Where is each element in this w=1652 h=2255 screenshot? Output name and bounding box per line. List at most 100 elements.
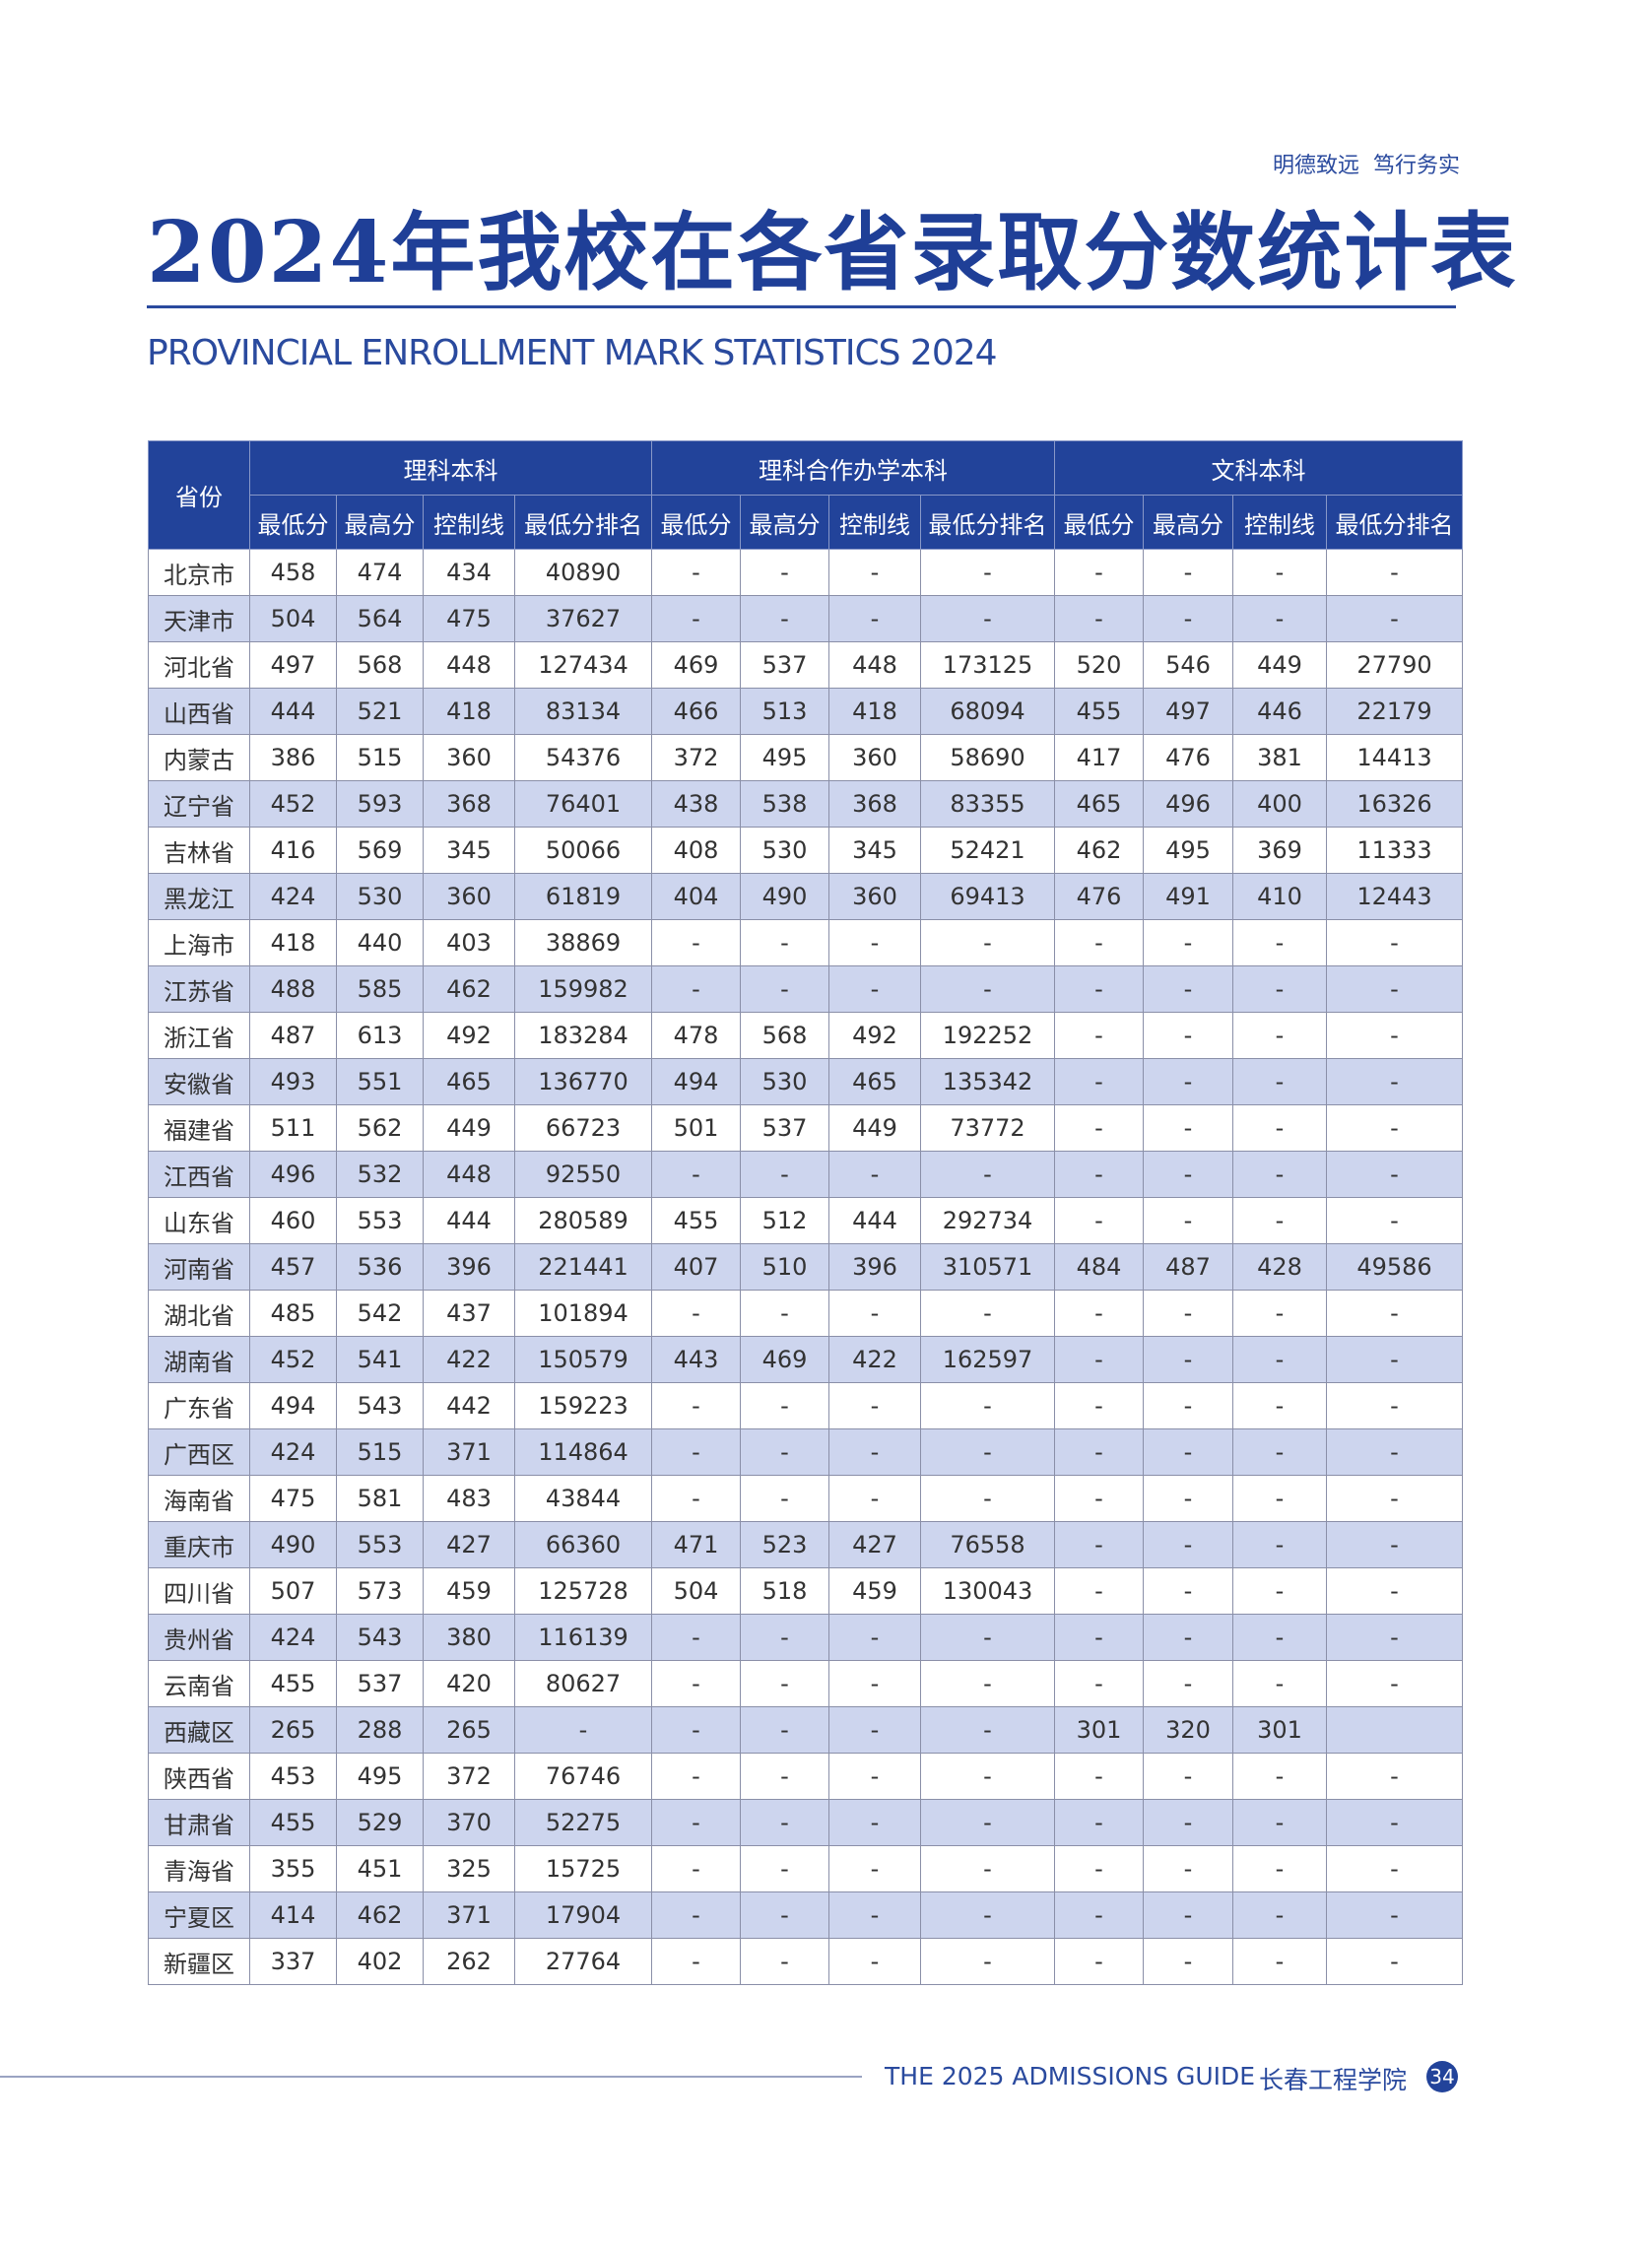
score-cell: 17904 [514, 1891, 652, 1939]
score-cell: - [1054, 919, 1144, 966]
title: 2024年我校在各省录取分数统计表 [147, 203, 1518, 302]
province-cell: 上海市 [148, 919, 250, 966]
score-cell: 465 [828, 1058, 921, 1105]
score-cell [1326, 1706, 1463, 1754]
province-cell: 贵州省 [148, 1614, 250, 1661]
score-cell: 530 [336, 873, 424, 920]
score-cell: - [1232, 1428, 1327, 1476]
score-cell: 490 [740, 873, 829, 920]
footer-line [0, 2076, 862, 2078]
score-cell: - [828, 1290, 921, 1337]
subtitle: PROVINCIAL ENROLLMENT MARK STATISTICS 20… [147, 333, 998, 373]
score-cell: 495 [740, 734, 829, 781]
score-cell: - [828, 1660, 921, 1707]
score-cell: 543 [336, 1614, 424, 1661]
score-cell: - [1143, 1567, 1233, 1615]
score-cell: - [1143, 1753, 1233, 1800]
score-cell: - [1143, 1382, 1233, 1429]
score-cell: 27790 [1326, 641, 1463, 689]
table-row: 广东省 494 543 442 159223- - - - - - - - [148, 1382, 1463, 1429]
score-cell: 15725 [514, 1845, 652, 1892]
table-row: 陕西省 453 495 372 76746- - - - - - - - [148, 1753, 1463, 1800]
score-cell: 492 [423, 1012, 515, 1059]
score-cell: 501 [651, 1104, 741, 1152]
score-cell: - [1143, 1614, 1233, 1661]
score-cell: - [740, 1753, 829, 1800]
score-cell: - [1232, 1799, 1327, 1846]
score-cell: 488 [249, 965, 337, 1013]
score-cell: - [740, 1706, 829, 1754]
score-cell: 14413 [1326, 734, 1463, 781]
table-row: 上海市 418 440 403 38869- - - - - - - - [148, 919, 1463, 966]
score-cell: 537 [336, 1660, 424, 1707]
score-cell: 443 [651, 1336, 741, 1383]
score-cell: 434 [423, 549, 515, 596]
score-cell: - [1232, 1845, 1327, 1892]
score-cell: - [1326, 1845, 1463, 1892]
province-cell: 辽宁省 [148, 780, 250, 828]
score-cell: 476 [1054, 873, 1144, 920]
score-cell: 325 [423, 1845, 515, 1892]
score-cell: 159982 [514, 965, 652, 1013]
score-cell: 504 [651, 1567, 741, 1615]
score-cell: 562 [336, 1104, 424, 1152]
score-cell: 372 [651, 734, 741, 781]
score-cell: 530 [740, 827, 829, 874]
province-cell: 山东省 [148, 1197, 250, 1244]
score-cell: 360 [828, 734, 921, 781]
score-cell: 408 [651, 827, 741, 874]
score-cell: - [828, 965, 921, 1013]
score-cell: 66360 [514, 1521, 652, 1568]
score-cell: - [828, 1614, 921, 1661]
score-cell: 507 [249, 1567, 337, 1615]
score-cell: - [1326, 1151, 1463, 1198]
score-cell: 573 [336, 1567, 424, 1615]
score-cell: 27764 [514, 1938, 652, 1985]
score-cell: - [1232, 1012, 1327, 1059]
score-cell: - [920, 1428, 1055, 1476]
column-header: 最高分 [336, 495, 424, 550]
score-cell: 485 [249, 1290, 337, 1337]
column-header: 最低分 [1054, 495, 1144, 550]
score-cell: 22179 [1326, 688, 1463, 735]
score-cell: - [1054, 1058, 1144, 1105]
score-cell: - [740, 595, 829, 642]
score-cell: 460 [249, 1197, 337, 1244]
score-cell: 497 [249, 641, 337, 689]
score-cell: 83134 [514, 688, 652, 735]
score-cell: 49586 [1326, 1243, 1463, 1291]
group-header: 省份 [148, 440, 250, 550]
score-cell: 551 [336, 1058, 424, 1105]
group-header: 理科本科 [249, 440, 652, 496]
score-cell: - [1054, 1290, 1144, 1337]
score-cell: - [1143, 1428, 1233, 1476]
score-cell: - [1143, 1012, 1233, 1059]
score-cell: - [1326, 1567, 1463, 1615]
score-cell: 581 [336, 1475, 424, 1522]
table-row: 广西区 424 515 371 114864- - - - - - - - [148, 1428, 1463, 1476]
score-cell: 422 [423, 1336, 515, 1383]
score-cell: 455 [651, 1197, 741, 1244]
score-cell: 66723 [514, 1104, 652, 1152]
score-cell: 76401 [514, 780, 652, 828]
score-cell: 396 [828, 1243, 921, 1291]
table-row: 福建省 511 562 449 66723 501 537 449 73772- - - - [148, 1104, 1463, 1152]
province-cell: 安徽省 [148, 1058, 250, 1105]
column-header: 控制线 [423, 495, 515, 550]
score-cell: 368 [423, 780, 515, 828]
score-cell: - [740, 1845, 829, 1892]
score-cell: 437 [423, 1290, 515, 1337]
score-cell: - [920, 1290, 1055, 1337]
table-row: 河北省 497 568 448 127434 469 537 448 173125 520 546 4… [148, 641, 1463, 689]
score-cell: - [920, 1475, 1055, 1522]
score-cell: 490 [249, 1521, 337, 1568]
province-cell: 吉林省 [148, 827, 250, 874]
score-cell: 292734 [920, 1197, 1055, 1244]
score-cell: - [1232, 1336, 1327, 1383]
score-cell: 381 [1232, 734, 1327, 781]
score-cell: 427 [828, 1521, 921, 1568]
table-row: 甘肃省 455 529 370 52275- - - - - - - - [148, 1799, 1463, 1846]
score-cell: 442 [423, 1382, 515, 1429]
score-cell: 37627 [514, 595, 652, 642]
